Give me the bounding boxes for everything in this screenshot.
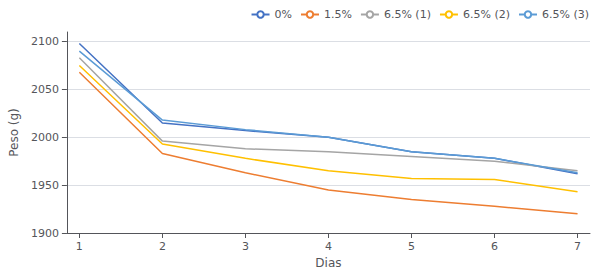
svg-text:Dias: Dias — [315, 256, 341, 270]
svg-text:4: 4 — [325, 240, 332, 253]
svg-text:3: 3 — [242, 240, 249, 253]
svg-text:2: 2 — [159, 240, 166, 253]
svg-text:Peso (g): Peso (g) — [7, 108, 21, 157]
svg-text:2100: 2100 — [31, 35, 59, 48]
svg-text:2000: 2000 — [31, 131, 59, 144]
svg-text:5: 5 — [408, 240, 415, 253]
svg-text:6.5% (3): 6.5% (3) — [542, 8, 589, 21]
svg-text:1: 1 — [76, 240, 83, 253]
svg-text:6.5% (1): 6.5% (1) — [384, 8, 431, 21]
svg-text:1.5%: 1.5% — [324, 8, 352, 21]
svg-text:7: 7 — [574, 240, 581, 253]
svg-text:6: 6 — [491, 240, 498, 253]
svg-text:1900: 1900 — [31, 227, 59, 240]
svg-text:1950: 1950 — [31, 179, 59, 192]
svg-text:2050: 2050 — [31, 83, 59, 96]
svg-text:6.5% (2): 6.5% (2) — [463, 8, 510, 21]
svg-text:0%: 0% — [275, 8, 292, 21]
